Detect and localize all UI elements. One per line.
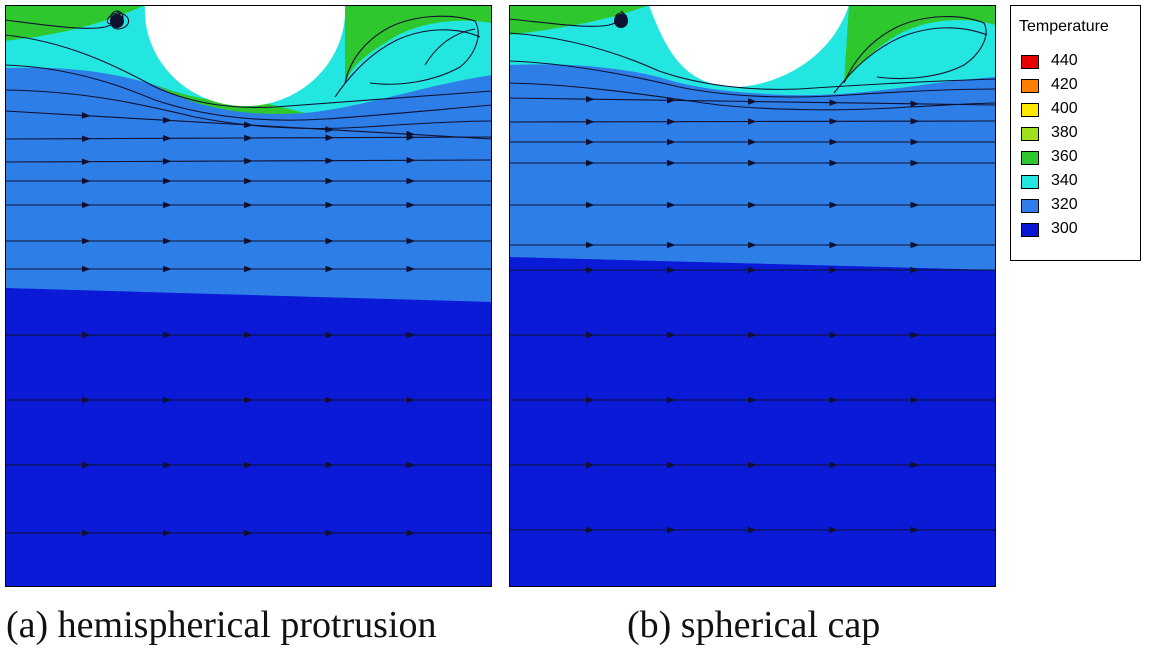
streamline	[5, 134, 492, 143]
legend-label: 400	[1051, 100, 1078, 117]
recirculation-streamline	[344, 15, 479, 85]
panel-spherical-cap	[509, 5, 996, 587]
streamline	[509, 95, 996, 108]
region-360	[509, 5, 649, 35]
legend-swatch	[1021, 175, 1039, 189]
caption-hemispherical-protrusion: (a) hemispherical protrusion	[6, 604, 437, 646]
temperature-contour-plot-b	[509, 5, 996, 587]
temperature-legend: Temperature 440 420 400 380 360 340 320 300	[1010, 5, 1141, 261]
recirculation-streamline	[334, 29, 481, 98]
legend-title: Temperature	[1019, 18, 1109, 35]
legend-label: 300	[1051, 220, 1078, 237]
streamlines	[5, 10, 492, 537]
legend-label: 440	[1051, 52, 1078, 69]
legend-swatch	[1021, 151, 1039, 165]
legend-swatch	[1021, 223, 1039, 237]
recirculation-streamline	[509, 82, 996, 111]
protrusion-cutout	[649, 5, 849, 87]
legend-swatch	[1021, 55, 1039, 69]
temperature-contour-plot-a	[5, 5, 492, 587]
recirculation-streamline	[509, 32, 996, 90]
domain-border	[5, 5, 492, 587]
panel-hemispherical-protrusion	[5, 5, 492, 587]
legend-swatch	[1021, 127, 1039, 141]
domain-border	[509, 5, 996, 587]
recirculation-streamline	[424, 28, 476, 66]
recirculation-streamline	[509, 60, 996, 98]
caption-spherical-cap: (b) spherical cap	[627, 604, 881, 646]
contour-fills	[509, 5, 996, 587]
streamlines	[509, 10, 996, 534]
protrusion-cutout	[144, 5, 345, 107]
legend-label: 320	[1051, 196, 1078, 213]
legend-label: 380	[1051, 124, 1078, 141]
region-360b	[345, 5, 492, 85]
region-360b	[844, 5, 996, 83]
legend-swatch	[1021, 199, 1039, 213]
streamline	[5, 157, 492, 166]
recirculation-streamline	[833, 27, 988, 94]
recirculation-streamline	[5, 64, 492, 121]
recirculation-streamline	[5, 34, 492, 109]
region-360c	[155, 85, 305, 114]
legend-swatch	[1021, 79, 1039, 93]
legend-label: 420	[1051, 76, 1078, 93]
streamline	[509, 117, 996, 126]
legend-label: 340	[1051, 172, 1078, 189]
region-360	[5, 5, 145, 41]
vortex-core	[614, 14, 628, 28]
legend-label: 360	[1051, 148, 1078, 165]
recirculation-streamline	[843, 16, 987, 84]
recirculation-streamline	[5, 89, 492, 130]
vortex-core	[110, 14, 124, 28]
contour-fills	[5, 5, 492, 587]
legend-swatch	[1021, 103, 1039, 117]
